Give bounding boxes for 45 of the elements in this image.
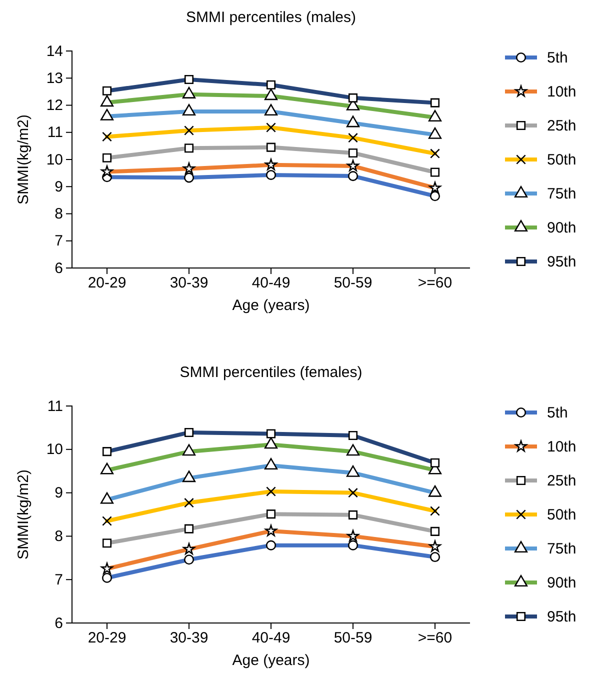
legend-label: 50th [547,506,576,524]
legend-label: 10th [547,84,576,100]
y-axis-title: SMMI(kg/m2) [15,114,32,204]
y-axis-title: SMMI(kg/m2) [15,469,32,560]
y-tick-label: 10 [46,151,63,168]
legend-label: 95th [547,608,576,626]
y-tick-label: 13 [46,70,63,87]
legend-label: 5th [547,50,568,66]
y-tick-label: 6 [54,614,63,632]
x-tick-label: >=60 [418,274,452,292]
x-tick-label: 30-39 [170,630,208,647]
y-tick-label: 12 [46,97,63,114]
y-tick-label: 7 [54,571,63,588]
y-tick-label: 8 [54,528,63,545]
x-tick-label: 40-49 [252,274,290,292]
chart-title: SMMI percentiles (females) [180,364,362,381]
y-tick-label: 11 [47,124,63,142]
y-tick-label: 6 [54,260,63,277]
legend-label: 5th [547,404,568,422]
y-tick-label: 11 [47,398,63,415]
legend-label: 10th [547,438,576,456]
x-axis-title: Age (years) [232,652,310,669]
y-tick-label: 10 [46,441,63,458]
x-tick-label: 30-39 [170,274,208,292]
y-tick-label: 9 [54,178,63,196]
x-tick-label: 40-49 [252,630,290,647]
legend-label: 90th [547,220,576,236]
legend-label: 75th [547,186,576,202]
y-tick-label: 7 [54,232,63,250]
legend-label: 75th [547,540,576,558]
y-tick-label: 8 [54,206,63,223]
x-tick-label: 20-29 [88,630,126,647]
legend-label: 25th [547,472,576,490]
legend-label: 50th [547,152,576,168]
x-axis-title: Age (years) [232,297,310,314]
x-tick-label: 50-59 [334,630,372,647]
y-tick-label: 14 [46,42,63,60]
x-tick-label: 50-59 [334,274,372,292]
x-tick-label: >=60 [418,630,452,647]
x-tick-label: 20-29 [88,274,126,292]
chart-title: SMMI percentiles (males) [186,9,356,26]
y-tick-label: 9 [54,484,63,502]
legend-label: 25th [547,118,576,134]
legend-label: 90th [547,574,576,592]
legend-label: 95th [547,254,576,270]
